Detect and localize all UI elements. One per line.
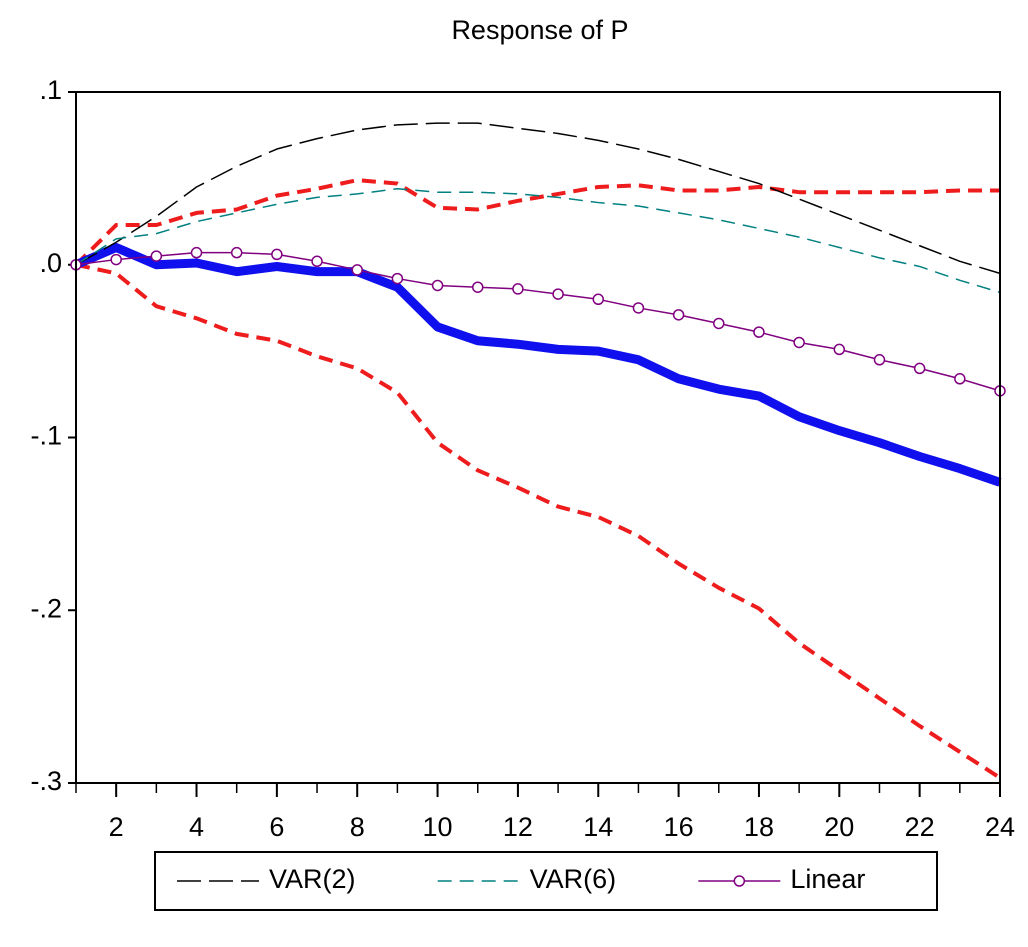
series-marker: [552, 288, 564, 300]
x-tick-label: 12: [503, 812, 533, 842]
x-tick-label: 24: [985, 812, 1015, 842]
y-tick-label: -.1: [30, 421, 62, 451]
x-tick-label: 10: [423, 812, 453, 842]
series-marker: [512, 283, 524, 295]
series-marker: [833, 343, 846, 356]
series-marker: [271, 248, 283, 261]
series-marker: [110, 253, 122, 266]
legend-marker: [733, 875, 746, 887]
series-marker: [873, 354, 886, 366]
series-marker: [954, 373, 966, 385]
series-marker: [150, 250, 163, 262]
x-tick-label: 16: [664, 812, 694, 842]
x-tick-label: 4: [189, 812, 204, 842]
legend-label: VAR(2): [269, 864, 356, 894]
y-tick-label: .1: [39, 75, 62, 105]
series-line: [75, 262, 1002, 780]
x-tick-label: 20: [824, 812, 854, 842]
chart-title: Response of P: [451, 15, 628, 45]
legend-box: [154, 851, 938, 911]
series-line: [75, 251, 1001, 392]
x-tick-label: 22: [905, 812, 935, 842]
series-marker: [753, 326, 765, 338]
series-line: [74, 178, 1000, 267]
series-marker: [672, 309, 685, 321]
series-marker: [713, 317, 725, 330]
x-tick-label: 18: [744, 812, 774, 842]
y-tick-label: -.2: [30, 593, 62, 623]
x-tick-label: 14: [583, 812, 613, 842]
series-marker: [311, 255, 323, 268]
series-marker: [230, 246, 243, 259]
x-tick-label: 2: [109, 812, 124, 842]
legend-label: Linear: [790, 864, 865, 894]
series-marker: [391, 272, 404, 285]
y-tick-label: -.3: [30, 766, 62, 796]
series-marker: [913, 362, 926, 375]
series-marker: [632, 302, 645, 314]
legend-label: VAR(6): [530, 864, 617, 894]
x-tick-label: 8: [350, 812, 365, 842]
series-marker: [351, 264, 363, 276]
series-marker: [592, 293, 605, 306]
series-marker: [471, 281, 484, 293]
series-marker: [793, 336, 805, 349]
plot-frame: [75, 91, 1001, 784]
y-tick-label: .0: [39, 248, 62, 278]
x-tick-label: 6: [269, 812, 284, 842]
series-line: [75, 122, 1001, 275]
series-line: [75, 187, 1001, 294]
series-line: [74, 242, 1002, 487]
series-marker: [431, 279, 444, 292]
series-marker: [190, 246, 203, 259]
